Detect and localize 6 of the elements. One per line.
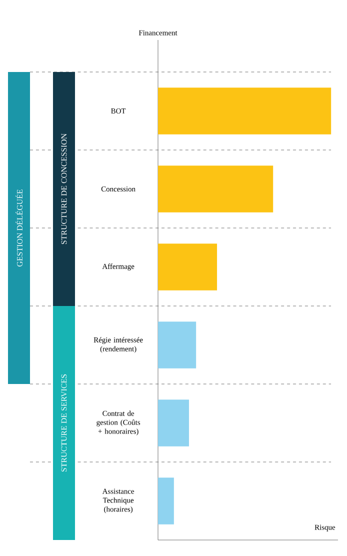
bar [158,478,174,524]
bar [158,400,189,446]
bar [158,244,218,290]
bar [158,322,196,368]
bar [158,88,332,134]
bar [158,166,274,212]
